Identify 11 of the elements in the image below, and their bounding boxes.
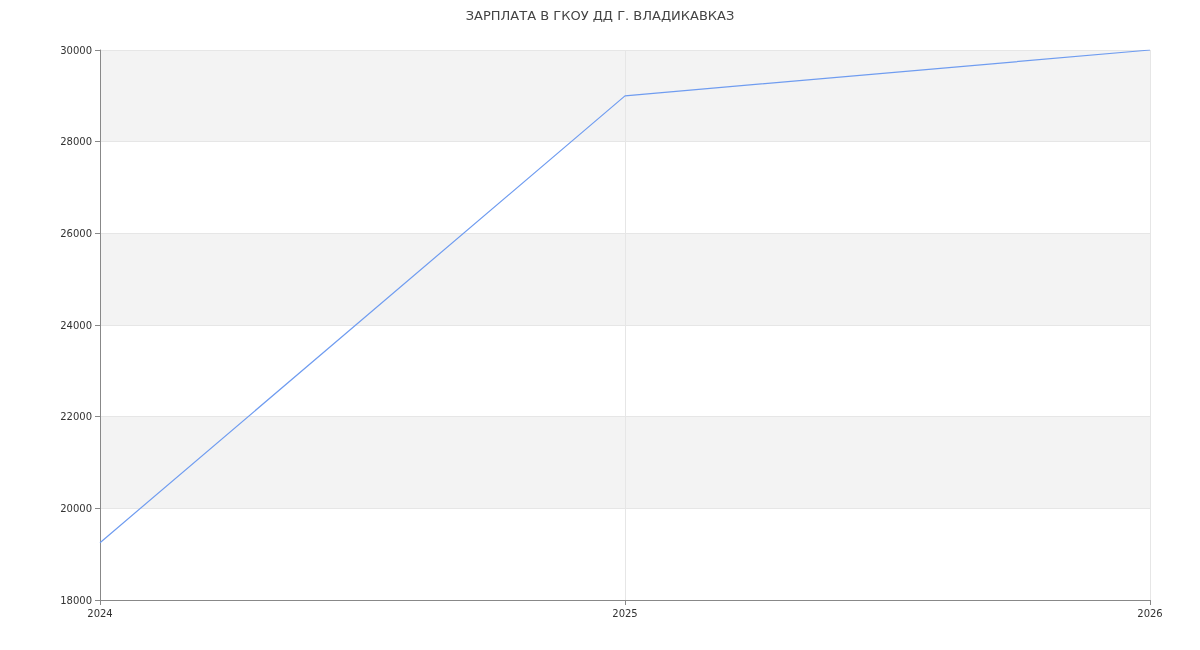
- x-tick-label: 2024: [87, 607, 113, 619]
- y-tick-label: 26000: [60, 227, 92, 239]
- x-tick-label: 2026: [1137, 607, 1163, 619]
- x-tick-label: 2025: [612, 607, 638, 619]
- chart-title: ЗАРПЛАТА В ГКОУ ДД Г. ВЛАДИКАВКАЗ: [465, 8, 735, 23]
- y-tick-label: 18000: [60, 594, 92, 606]
- y-tick-label: 24000: [60, 319, 92, 331]
- y-tick-label: 22000: [60, 411, 92, 423]
- y-tick-label: 28000: [60, 136, 92, 148]
- y-tick-label: 30000: [60, 44, 92, 56]
- y-tick-label: 20000: [60, 502, 92, 514]
